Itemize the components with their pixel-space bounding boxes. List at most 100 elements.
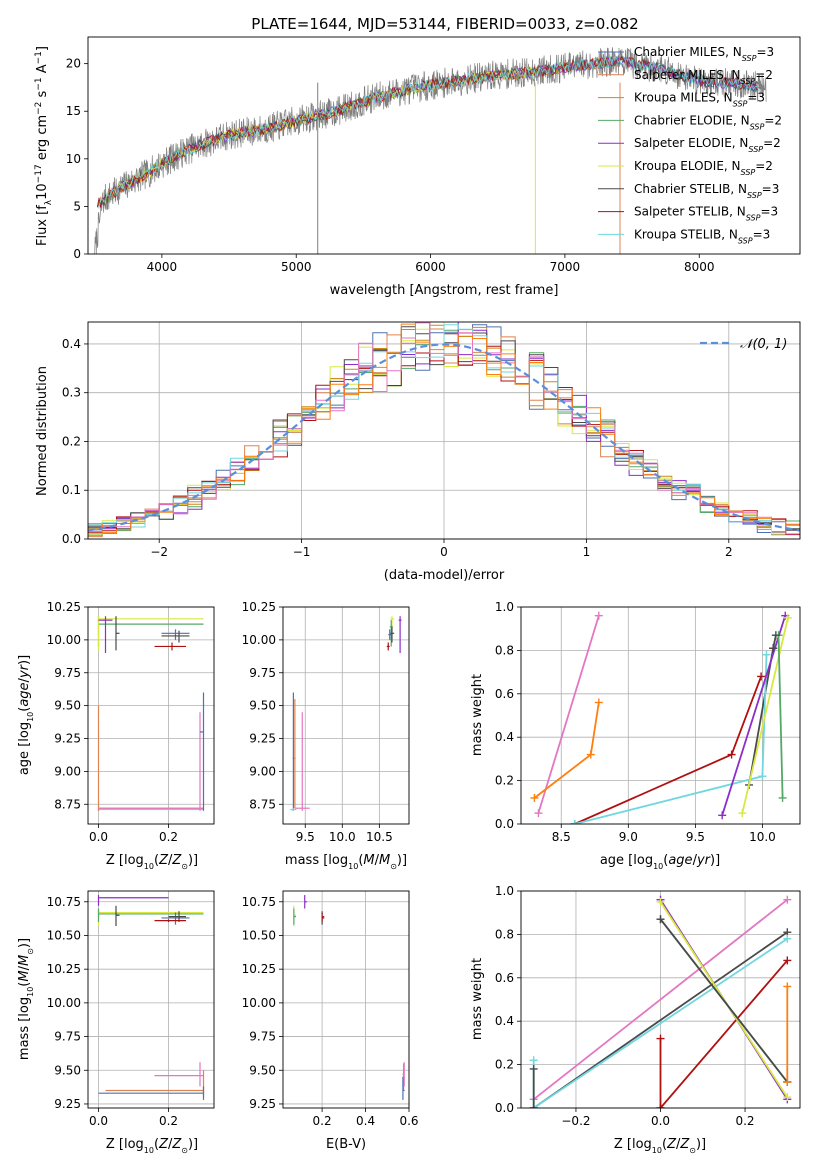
plot-area [529, 895, 792, 1108]
weight-line [574, 676, 762, 824]
weight-line [659, 959, 788, 1108]
y-tick-label: 10 [66, 152, 81, 166]
y-tick-label: 10.00 [47, 996, 81, 1010]
legend-label: Kroupa MILES, NSSP=3 [634, 91, 765, 109]
y-tick-label: 9.25 [54, 1097, 81, 1111]
plot-area [88, 322, 800, 538]
x-tick-label: −1 [293, 545, 311, 559]
legend-label: Chabrier MILES, NSSP=3 [634, 45, 774, 63]
weight-line [741, 617, 789, 814]
y-tick-label: 9.25 [54, 732, 81, 746]
panel-mass_vs_Z: 0.0 0.2 9.25 9.50 9.75 10.00 10.25 10.50 10.75 Z … [17, 890, 215, 1155]
x-tick-label: 4000 [147, 260, 178, 274]
x-axis-label: wavelength [Angstrom, rest frame] [330, 283, 559, 298]
y-tick-label: 9.00 [249, 764, 276, 778]
legend-label: Kroupa STELIB, NSSP=3 [634, 227, 770, 245]
spectrum-model-line [97, 56, 619, 208]
spectrum-model-line [97, 57, 759, 209]
x-tick-label: 7000 [550, 260, 581, 274]
legend-label: Kroupa ELODIE, NSSP=2 [634, 159, 773, 177]
y-tick-label: 0.3 [62, 386, 81, 400]
y-tick-label: 15 [66, 104, 81, 118]
plot-area [97, 895, 205, 1100]
plot-area [97, 616, 205, 811]
x-tick-label: −0.2 [561, 1114, 590, 1128]
y-tick-label: 0.1 [62, 483, 81, 497]
axes-frame [87, 890, 215, 1109]
plot-area [94, 47, 767, 254]
x-tick-label: 0.0 [89, 830, 108, 844]
y-tick-label: 0.0 [495, 817, 514, 831]
y-tick-label: 0.8 [495, 643, 514, 657]
weight-line [533, 898, 788, 1101]
y-tick-label: 0.6 [495, 687, 514, 701]
weight-line [533, 702, 600, 799]
y-axis-label: Flux [fλ10−17 erg cm−2 s−1 A−1] [34, 46, 54, 246]
y-tick-label: 0.2 [495, 774, 514, 788]
y-tick-label: 0.2 [62, 434, 81, 448]
axes-frame [520, 606, 801, 825]
x-axis-label: mass [log10(M/M⊙)] [285, 853, 407, 871]
y-tick-label: 9.25 [249, 732, 276, 746]
x-axis-label: age [log10(age/yr)] [600, 853, 720, 871]
axes-frame [520, 890, 801, 1109]
x-tick-label: 0 [440, 545, 448, 559]
y-tick-label: 10.25 [47, 600, 81, 614]
y-tick-label: 5 [73, 199, 81, 213]
y-tick-label: 9.75 [54, 666, 81, 680]
y-tick-label: 0.0 [495, 1101, 514, 1115]
y-tick-label: 0.2 [495, 1058, 514, 1072]
weight-line [537, 615, 600, 814]
x-tick-label: 0.4 [356, 1114, 375, 1128]
weight-line [721, 615, 787, 816]
axes-frame [87, 606, 215, 825]
x-tick-label: 9.0 [619, 830, 638, 844]
x-axis-label: (data-model)/error [384, 568, 505, 583]
x-tick-label: 10.5 [366, 830, 393, 844]
axes-frame [282, 890, 410, 1109]
spectrum-model-line [97, 57, 606, 208]
panel-spectrum: 4000 5000 6000 7000 8000 0 5 10 15 20 wavelength [… [34, 36, 801, 298]
histogram-series [88, 322, 800, 535]
weight-line [533, 937, 788, 1108]
histogram-series [88, 323, 800, 534]
legend-label: 𝒩(0, 1) [740, 337, 787, 352]
x-tick-label: 9.5 [686, 830, 705, 844]
y-tick-label: 9.25 [249, 1097, 276, 1111]
axes-frame [282, 606, 410, 825]
x-tick-label: 5000 [281, 260, 312, 274]
x-tick-label: 0.0 [651, 1114, 670, 1128]
x-tick-label: 0.2 [159, 1114, 178, 1128]
weight-line [533, 931, 788, 1108]
legend-label: Salpeter ELODIE, NSSP=2 [634, 136, 781, 154]
x-tick-label: 8.5 [552, 830, 571, 844]
spectrum-model-line [97, 55, 759, 208]
x-tick-label: 0.6 [399, 1114, 418, 1128]
weight-line [748, 648, 775, 786]
y-tick-label: 10.75 [47, 895, 81, 909]
x-axis-label: Z [log10(Z/Z⊙)] [614, 1137, 706, 1155]
y-tick-label: 10.50 [47, 928, 81, 942]
y-tick-label: 0.6 [495, 971, 514, 985]
x-tick-label: 8000 [684, 260, 715, 274]
y-tick-label: 10.75 [242, 895, 276, 909]
x-tick-label: 10.0 [329, 830, 356, 844]
panel-age_vs_Z: 0.0 0.2 8.75 9.00 9.25 9.50 9.75 10.00 10.25 Z [l… [17, 600, 215, 871]
y-tick-label: 20 [66, 57, 81, 71]
axes-frame [87, 36, 801, 255]
x-tick-label: 0.2 [313, 1114, 332, 1128]
y-tick-label: 9.00 [54, 764, 81, 778]
y-tick-label: 0.4 [495, 730, 514, 744]
plot-area [290, 616, 402, 811]
y-tick-label: 8.75 [249, 797, 276, 811]
panel-age_vs_mass: 9.5 10.0 10.5 8.75 9.00 9.25 9.50 9.75 10.00 10.2… [242, 600, 410, 871]
gaussian-curve [88, 343, 800, 532]
legend-label: Chabrier STELIB, NSSP=3 [634, 182, 779, 200]
y-tick-label: 9.50 [54, 699, 81, 713]
legend-label: Salpeter STELIB, NSSP=3 [634, 205, 778, 223]
y-tick-label: 9.50 [54, 1063, 81, 1077]
axes-frame [87, 321, 801, 540]
y-tick-label: 10.25 [47, 962, 81, 976]
legend: Chabrier MILES, NSSP=3 Salpeter MILES, NS… [598, 45, 782, 245]
